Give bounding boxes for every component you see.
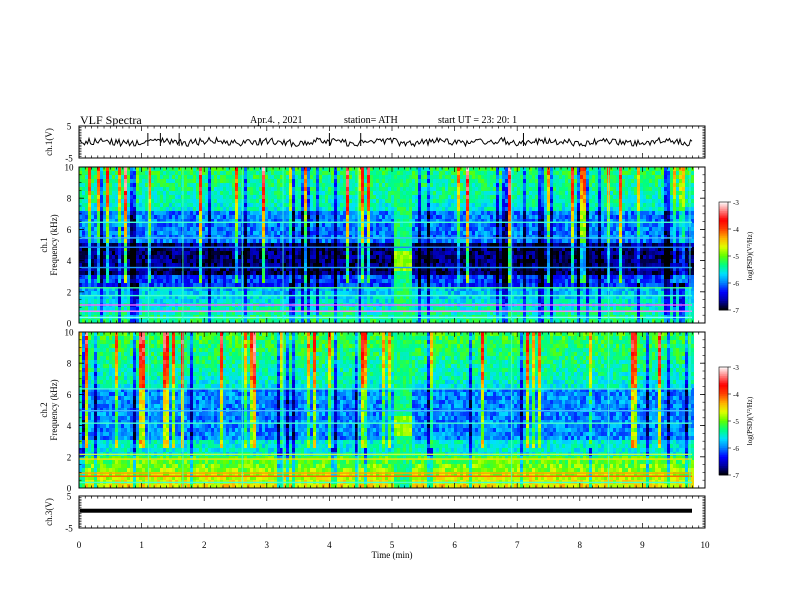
colorbar-2-tick-0: -3 bbox=[733, 364, 739, 372]
ch1-spectrogram-ytick-2: 4 bbox=[67, 256, 72, 266]
ch1-waveform-ytick-0: 5 bbox=[67, 122, 72, 132]
xtick-2: 2 bbox=[202, 540, 207, 550]
xtick-6: 6 bbox=[452, 540, 457, 550]
ch2-spectrogram-ytick-1: 2 bbox=[67, 452, 72, 462]
ch1-waveform-ytick-1: -5 bbox=[65, 154, 73, 164]
colorbar-1-tick-2: -5 bbox=[733, 253, 739, 261]
ch1-waveform-ylabel: ch.1(V) bbox=[44, 128, 54, 156]
colorbar-2-label: log(PSD)(V²/Hz) bbox=[746, 396, 754, 445]
colorbar-1-tick-3: -6 bbox=[733, 280, 739, 288]
colorbar-1-tick-1: -4 bbox=[733, 226, 739, 234]
xtick-5: 5 bbox=[390, 540, 395, 550]
xtick-10: 10 bbox=[701, 540, 711, 550]
ch2-spectrogram-ytick-3: 6 bbox=[67, 390, 72, 400]
colorbar-2-tick-1: -4 bbox=[733, 391, 739, 399]
ch2-spectrogram-ytick-4: 8 bbox=[67, 359, 72, 369]
ch2-spectrogram-ytick-2: 4 bbox=[67, 421, 72, 431]
ch1-spectrogram-ylabel: Frequency (kHz) bbox=[49, 214, 59, 275]
ch2-spectrogram-ylabel: Frequency (kHz) bbox=[49, 379, 59, 440]
ch1-spectrogram-ytick-4: 8 bbox=[67, 194, 72, 204]
ch1-spectrogram-ytick-1: 2 bbox=[67, 287, 72, 297]
ch3-waveform-ytick-0: 5 bbox=[67, 492, 72, 502]
plot-title: VLF Spectra bbox=[80, 113, 142, 127]
ch3-waveform-ylabel: ch.3(V) bbox=[44, 498, 54, 526]
ch2-spectrogram-ytick-0: 0 bbox=[67, 484, 72, 494]
colorbar-2-tick-3: -6 bbox=[733, 445, 739, 453]
xtick-0: 0 bbox=[77, 540, 82, 550]
ch1-spectrogram-ytick-5: 10 bbox=[65, 163, 75, 173]
xtick-8: 8 bbox=[578, 540, 583, 550]
ch3-waveform-ytick-1: -5 bbox=[65, 524, 73, 534]
ch1-spectrogram-ylabel-channel: ch.1 bbox=[39, 237, 49, 252]
colorbar-1 bbox=[719, 202, 728, 311]
colorbar-2 bbox=[719, 367, 728, 476]
start-ut-label: start UT = 23: 20: 1 bbox=[438, 115, 518, 126]
xtick-3: 3 bbox=[265, 540, 270, 550]
xtick-1: 1 bbox=[139, 540, 144, 550]
ch3-waveform-trace bbox=[80, 508, 692, 513]
x-axis-label: Time (min) bbox=[372, 550, 413, 560]
xtick-9: 9 bbox=[640, 540, 645, 550]
ch1-spectrogram-ytick-0: 0 bbox=[67, 319, 72, 329]
ch1-spectrogram-ytick-3: 6 bbox=[67, 225, 72, 235]
colorbar-1-tick-0: -3 bbox=[733, 199, 739, 207]
xtick-4: 4 bbox=[327, 540, 332, 550]
colorbar-1-label: log(PSD)(V²/Hz) bbox=[746, 231, 754, 280]
ch1-waveform-trace bbox=[79, 136, 693, 148]
ch2-spectrogram-ylabel-channel: ch.2 bbox=[39, 402, 49, 417]
colorbar-2-tick-2: -5 bbox=[733, 418, 739, 426]
date-label: Apr.4. , 2021 bbox=[250, 115, 303, 126]
ch2-spectrogram-ytick-5: 10 bbox=[65, 328, 75, 338]
ch1-spectrogram-image bbox=[79, 167, 694, 323]
station-label: station= ATH bbox=[344, 115, 398, 126]
ch2-spectrogram-image bbox=[79, 332, 694, 488]
colorbar-2-tick-4: -7 bbox=[733, 472, 739, 480]
colorbar-1-tick-4: -7 bbox=[733, 307, 739, 315]
xtick-7: 7 bbox=[515, 540, 520, 550]
